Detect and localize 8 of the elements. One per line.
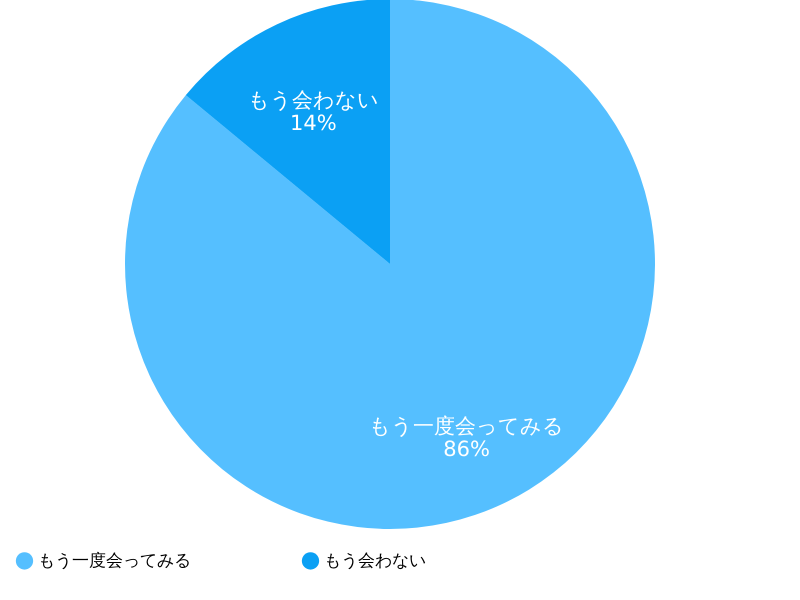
slice-label: もう一度会ってみる bbox=[369, 414, 564, 438]
legend-label: もう一度会ってみる bbox=[38, 550, 191, 571]
data-label: 86% bbox=[443, 436, 490, 461]
data-label: 14% bbox=[290, 111, 337, 136]
slice-label: もう会わない bbox=[248, 88, 379, 112]
pie-slice bbox=[125, 0, 655, 529]
pie-slice bbox=[186, 0, 390, 264]
legend-label: もう会わない bbox=[324, 550, 426, 571]
